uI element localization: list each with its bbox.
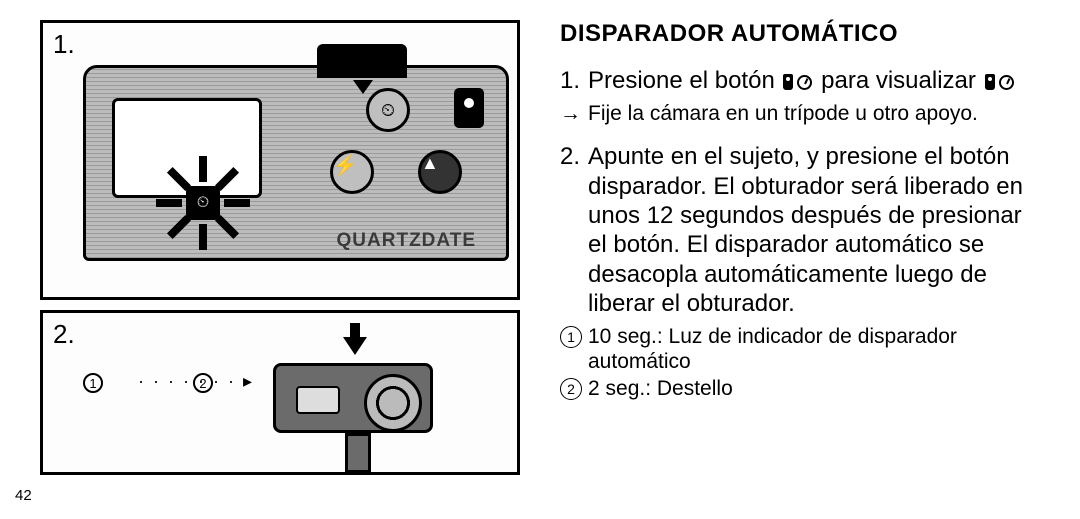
timer-inline-icon xyxy=(999,75,1014,90)
press-arrow-head-icon xyxy=(343,337,367,355)
burst-ray-icon xyxy=(215,167,239,191)
page-number: 42 xyxy=(15,487,32,504)
figure-2: 2. 1 2 · · · · · · · ▸ xyxy=(40,310,520,475)
step-2-text: Apunte en el sujeto, y presione el botón… xyxy=(588,142,1030,318)
timer-inline-icon xyxy=(797,75,812,90)
quartzdate-label: QUARTZDATE xyxy=(337,230,476,252)
step-2: 2. Apunte en el sujeto, y presione el bo… xyxy=(560,142,1030,318)
selftimer-button-icon: ⏲ xyxy=(366,88,410,132)
callout-note-2-marker: 2 xyxy=(560,378,582,400)
camera-on-tripod-icon xyxy=(273,363,433,433)
arrow-icon: → xyxy=(560,101,588,126)
burst-ray-icon xyxy=(199,156,207,182)
figure-1-number: 1. xyxy=(53,29,75,60)
remote-inline-icon xyxy=(985,74,995,90)
mode-button-cluster: ⏲ ⚡ ▲ xyxy=(318,88,488,223)
burst-ray-icon xyxy=(224,199,250,207)
step-1-number: 1. xyxy=(560,66,588,95)
burst-ray-icon xyxy=(215,215,239,239)
step-1-subnote-text: Fije la cámara en un trípode u otro apoy… xyxy=(588,101,978,126)
selftimer-burst-icon: ⏲ xyxy=(148,148,258,258)
remote-inline-icon xyxy=(783,74,793,90)
camera-top-illustration: ⏲ ⚡ ▲ QUARTZDATE xyxy=(83,65,509,261)
step-1-subnote: → Fije la cámara en un trípode u otro ap… xyxy=(560,101,1030,126)
step-1-text-a: Presione el botón xyxy=(588,67,781,94)
burst-ray-icon xyxy=(167,215,191,239)
figure-2-number: 2. xyxy=(53,319,75,350)
callout-note-2-text: 2 seg.: Destello xyxy=(588,376,733,401)
dashed-arrow-icon: · · · · · · · ▸ xyxy=(138,371,254,392)
figure-1: 1. ⏲ ⚡ ▲ QUARTZDATE ⏲ xyxy=(40,20,520,300)
callout-marker-1: 1 xyxy=(83,373,103,393)
manual-page: 1. ⏲ ⚡ ▲ QUARTZDATE ⏲ xyxy=(0,0,1080,519)
landscape-button-icon: ▲ xyxy=(418,150,462,194)
step-1-text: Presione el botón para visualizar xyxy=(588,66,1030,95)
shutter-bump-icon xyxy=(317,44,407,78)
remote-button-icon xyxy=(454,88,484,128)
step-1: 1. Presione el botón para visualizar xyxy=(560,66,1030,95)
figures-column: 1. ⏲ ⚡ ▲ QUARTZDATE ⏲ xyxy=(40,20,520,499)
callout-note-1-marker: 1 xyxy=(560,326,582,348)
step-2-number: 2. xyxy=(560,142,588,318)
section-title: DISPARADOR AUTOMÁTICO xyxy=(560,20,1030,48)
step-1-text-b: para visualizar xyxy=(814,67,982,94)
tripod-neck-icon xyxy=(345,433,371,473)
callout-note-1-text: 10 seg.: Luz de indicador de disparador … xyxy=(588,324,1030,374)
callout-note-2: 2 2 seg.: Destello xyxy=(560,376,1030,401)
burst-ray-icon xyxy=(156,199,182,207)
burst-ray-icon xyxy=(167,167,191,191)
burst-ray-icon xyxy=(199,224,207,250)
instructions-column: DISPARADOR AUTOMÁTICO 1. Presione el bot… xyxy=(560,20,1030,499)
callout-note-1: 1 10 seg.: Luz de indicador de disparado… xyxy=(560,324,1030,374)
flash-button-icon: ⚡ xyxy=(330,150,374,194)
selftimer-core-icon: ⏲ xyxy=(186,186,220,220)
